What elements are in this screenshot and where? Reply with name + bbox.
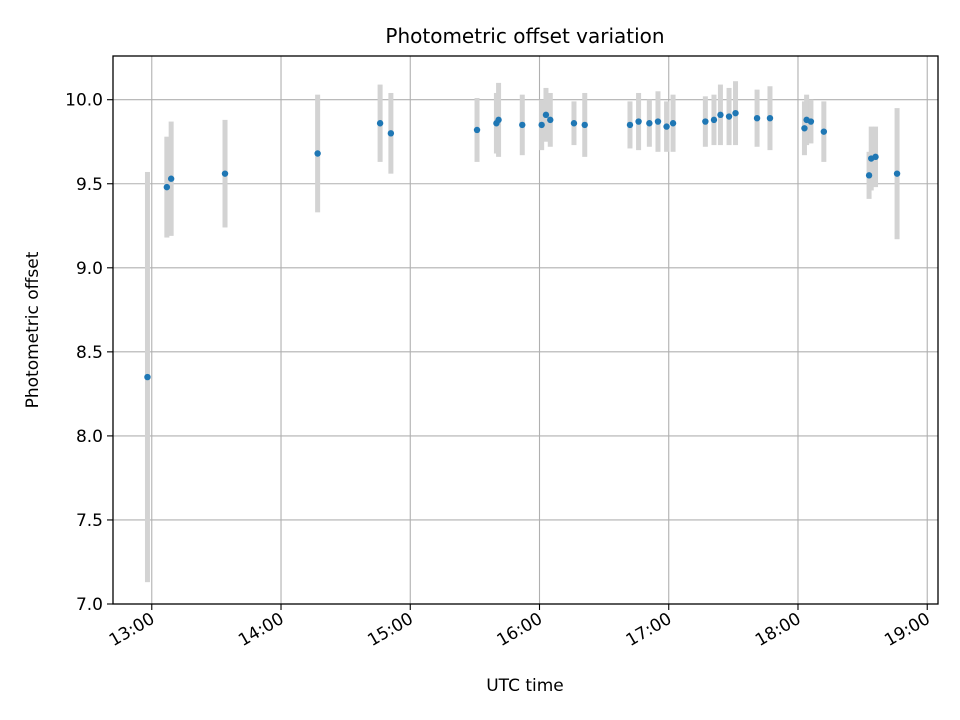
x-tick-label: 13:00 xyxy=(106,609,158,651)
chart-title: Photometric offset variation xyxy=(385,24,664,48)
data-point xyxy=(702,118,709,125)
data-point xyxy=(314,150,321,157)
x-tick-label: 15:00 xyxy=(364,609,416,651)
data-point xyxy=(865,172,873,179)
x-tick-label: 17:00 xyxy=(623,609,675,651)
y-tick-label: 8.5 xyxy=(76,343,103,363)
data-point xyxy=(893,170,901,177)
y-axis-label: Photometric offset xyxy=(23,251,43,408)
data-point xyxy=(872,153,879,161)
data-point xyxy=(542,111,550,119)
y-tick-label: 10.0 xyxy=(65,91,103,111)
data-point xyxy=(387,130,395,137)
y-tick-label: 7.5 xyxy=(76,511,103,531)
data-point xyxy=(547,116,554,124)
error-bars xyxy=(144,81,900,583)
y-axis-ticks: 7.0 7.5 8.0 8.5 9.0 9.5 10.0 xyxy=(65,91,113,615)
y-tick-label: 9.5 xyxy=(76,175,103,195)
data-point xyxy=(167,175,175,182)
data-point xyxy=(710,116,718,124)
x-axis-ticks: 13:00 14:00 15:00 16:00 17:00 18:00 19:00 xyxy=(106,604,934,651)
x-tick-label: 18:00 xyxy=(752,609,804,651)
data-point xyxy=(725,113,733,120)
data-point xyxy=(654,118,662,125)
data-point xyxy=(570,120,578,127)
plot-frame xyxy=(112,55,939,605)
data-point xyxy=(753,114,761,122)
data-point xyxy=(495,116,502,124)
x-tick-label: 14:00 xyxy=(235,609,287,651)
data-point xyxy=(717,111,724,119)
data-point xyxy=(663,123,670,130)
data-point xyxy=(376,120,384,127)
data-point xyxy=(519,121,526,129)
data-point xyxy=(581,121,588,129)
data-point xyxy=(144,373,151,381)
data-point xyxy=(801,125,808,132)
data-point xyxy=(732,109,739,117)
data-point xyxy=(820,128,828,135)
data-point xyxy=(163,183,171,191)
x-tick-label: 19:00 xyxy=(881,609,933,651)
data-point xyxy=(646,120,653,127)
data-point xyxy=(473,126,481,134)
data-point xyxy=(669,120,677,127)
data-points xyxy=(144,109,901,381)
data-point xyxy=(635,118,642,125)
data-point xyxy=(807,118,815,125)
data-point xyxy=(766,114,774,122)
data-point xyxy=(221,170,229,177)
y-tick-label: 9.0 xyxy=(76,259,103,279)
data-point xyxy=(626,121,634,129)
grid-lines xyxy=(113,56,938,605)
y-tick-label: 8.0 xyxy=(76,427,103,447)
data-point xyxy=(538,121,545,129)
x-tick-label: 16:00 xyxy=(494,609,546,651)
x-axis-label: UTC time xyxy=(486,676,564,696)
y-tick-label: 7.0 xyxy=(76,595,103,615)
